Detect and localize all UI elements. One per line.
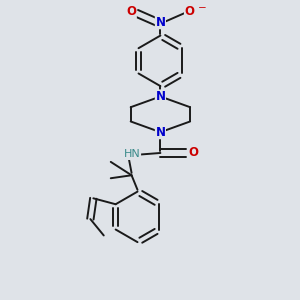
- Text: N: N: [155, 126, 165, 139]
- Text: O: O: [184, 5, 194, 18]
- Text: HN: HN: [124, 149, 140, 160]
- Text: O: O: [126, 5, 136, 18]
- Text: −: −: [198, 3, 207, 13]
- Text: N: N: [155, 16, 165, 29]
- Text: O: O: [188, 146, 198, 160]
- Text: N: N: [155, 90, 165, 103]
